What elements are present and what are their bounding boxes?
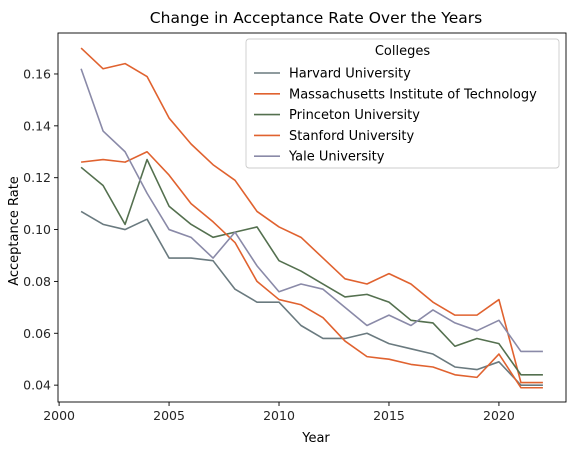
y-axis-ticks: 0.04 0.06 0.08 0.10 0.12 0.14 0.16 <box>23 66 58 393</box>
legend-entry-label: Harvard University <box>289 67 411 82</box>
y-axis-label: Acceptance Rate <box>7 176 22 286</box>
plot-frame <box>57 32 567 403</box>
y-tick-label: 0.06 <box>23 326 51 341</box>
series-line-5 <box>80 68 543 353</box>
x-tick-label: 2005 <box>153 408 185 423</box>
legend-title: Colleges <box>375 44 431 59</box>
y-tick-label: 0.04 <box>23 378 51 393</box>
x-axis-ticks: 2000 2005 2010 2015 2020 <box>43 402 515 423</box>
y-tick-label: 0.16 <box>23 66 51 81</box>
legend-entry-label: Stanford University <box>289 129 414 144</box>
series-line-2 <box>80 47 543 384</box>
x-axis-label: Year <box>301 431 330 446</box>
legend: Colleges Harvard University Massachusetts … <box>245 38 560 169</box>
series-line-4 <box>80 150 543 389</box>
y-tick-label: 0.10 <box>23 222 51 237</box>
x-tick-label: 2000 <box>43 408 75 423</box>
x-tick-label: 2010 <box>263 408 295 423</box>
y-tick-label: 0.08 <box>23 274 51 289</box>
legend-entry-label: Yale University <box>288 150 385 165</box>
series-line-1 <box>80 210 543 386</box>
x-tick-label: 2015 <box>373 408 405 423</box>
y-tick-label: 0.12 <box>23 170 51 185</box>
legend-entry-label: Massachusetts Institute of Technology <box>289 87 537 102</box>
x-tick-label: 2020 <box>483 408 515 423</box>
axes <box>57 32 567 403</box>
y-tick-label: 0.14 <box>23 118 51 133</box>
legend-entry-label: Princeton University <box>289 108 420 123</box>
chart-title: Change in Acceptance Rate Over the Years <box>150 9 482 27</box>
legend-box <box>245 38 560 169</box>
series-line-3 <box>80 158 543 376</box>
series-lines <box>80 47 543 389</box>
